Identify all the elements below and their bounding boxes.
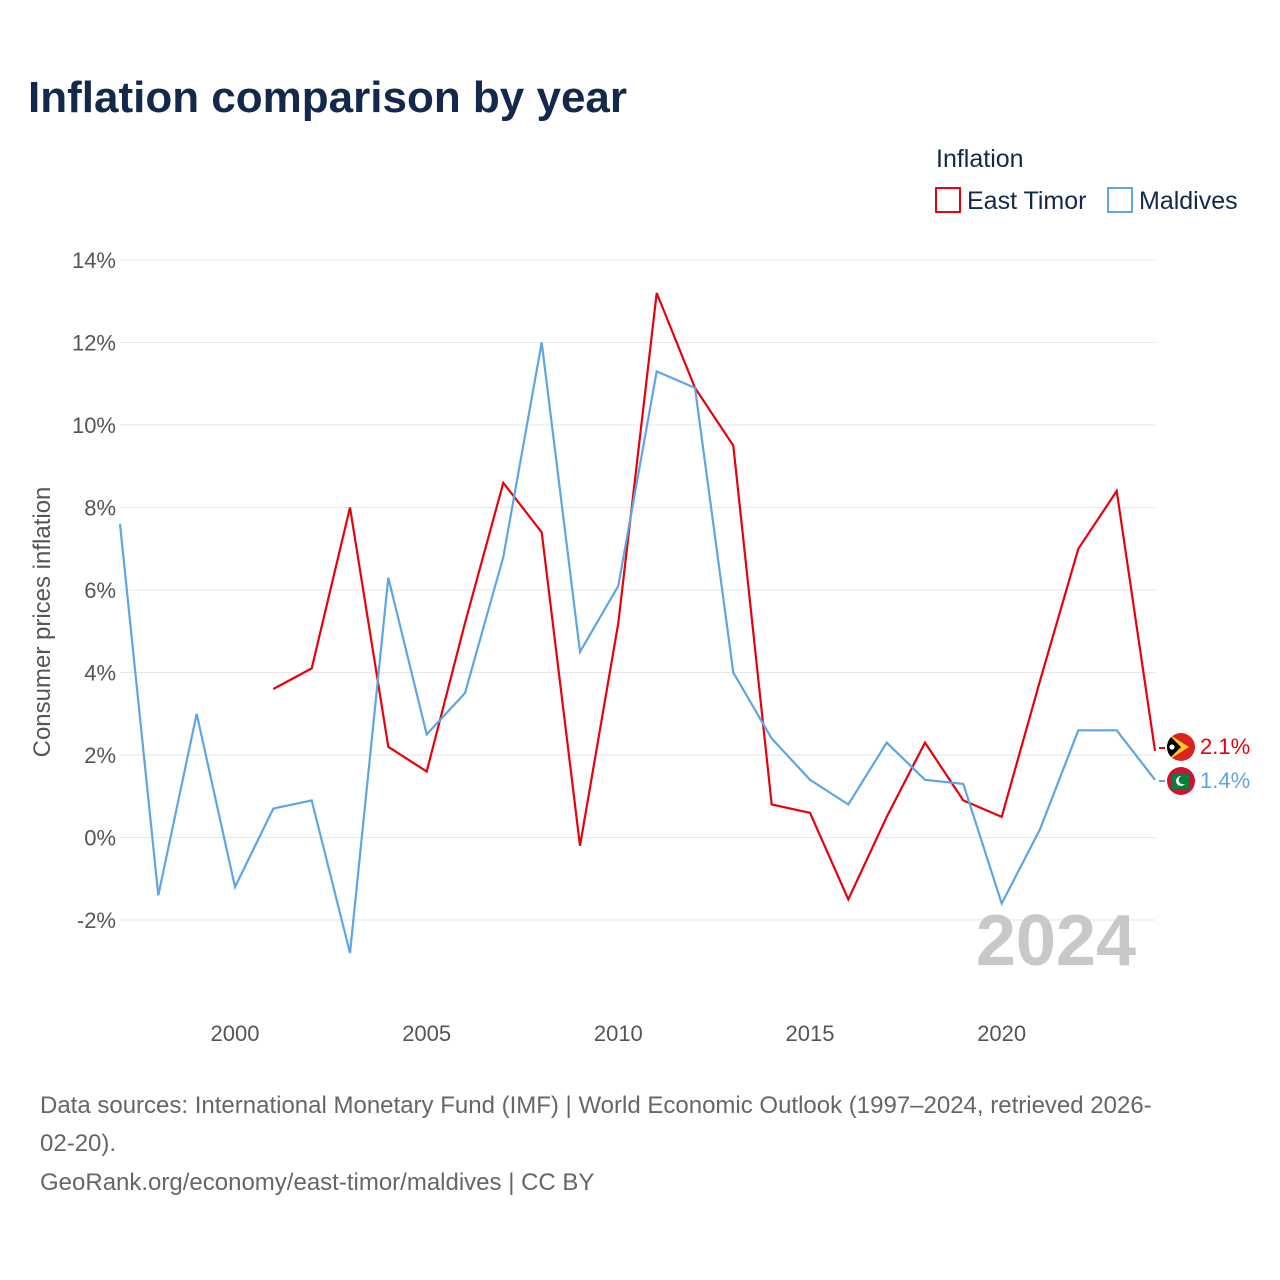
- x-tick-label: 2000: [211, 1021, 260, 1046]
- source-line-1: Data sources: International Monetary Fun…: [40, 1092, 1152, 1119]
- east-timor-flag-icon: [1167, 733, 1195, 761]
- y-tick-label: -2%: [77, 908, 116, 933]
- source-notes: Data sources: International Monetary Fun…: [40, 1092, 1152, 1196]
- legend: Inflation East Timor Maldives: [935, 145, 1238, 215]
- end-labels: 2.1% 1.4%: [1159, 733, 1250, 795]
- x-tick-label: 2015: [786, 1021, 835, 1046]
- series-line-maldives: [118, 342, 1156, 954]
- year-watermark: 2024: [976, 901, 1136, 981]
- y-tick-label: 14%: [72, 248, 116, 273]
- y-axis-label: Consumer prices inflation: [29, 487, 56, 758]
- chart-title: Inflation comparison by year: [28, 73, 627, 122]
- y-tick-label: 4%: [84, 661, 116, 686]
- legend-label-maldives[interactable]: Maldives: [1139, 187, 1238, 215]
- maldives-flag-icon: [1167, 767, 1195, 795]
- legend-title: Inflation: [936, 145, 1024, 173]
- x-tick-label: 2010: [594, 1021, 643, 1046]
- series-lines: [118, 292, 1157, 954]
- y-tick-label: 6%: [84, 578, 116, 603]
- x-tick-labels: 2000 2005 2010 2015 2020: [211, 1021, 1027, 1046]
- y-tick-label: 2%: [84, 743, 116, 768]
- legend-swatch-east-timor[interactable]: [935, 187, 961, 213]
- gridlines: [120, 259, 1155, 921]
- source-link[interactable]: GeoRank.org/economy/east-timor/maldives …: [40, 1169, 594, 1196]
- y-tick-labels: -2% 0% 2% 4% 6% 8% 10% 12% 14%: [72, 248, 116, 933]
- end-label-maldives: 1.4%: [1200, 768, 1250, 793]
- series-line-east-timor: [272, 292, 1157, 903]
- y-tick-label: 8%: [84, 496, 116, 521]
- legend-swatch-maldives[interactable]: [1107, 187, 1133, 213]
- end-label-east-timor: 2.1%: [1200, 734, 1250, 759]
- source-line-2: 02-20).: [40, 1130, 116, 1157]
- y-tick-label: 12%: [72, 331, 116, 356]
- legend-label-east-timor[interactable]: East Timor: [967, 187, 1086, 215]
- x-tick-label: 2005: [402, 1021, 451, 1046]
- y-tick-label: 0%: [84, 826, 116, 851]
- x-tick-label: 2020: [977, 1021, 1026, 1046]
- y-tick-label: 10%: [72, 413, 116, 438]
